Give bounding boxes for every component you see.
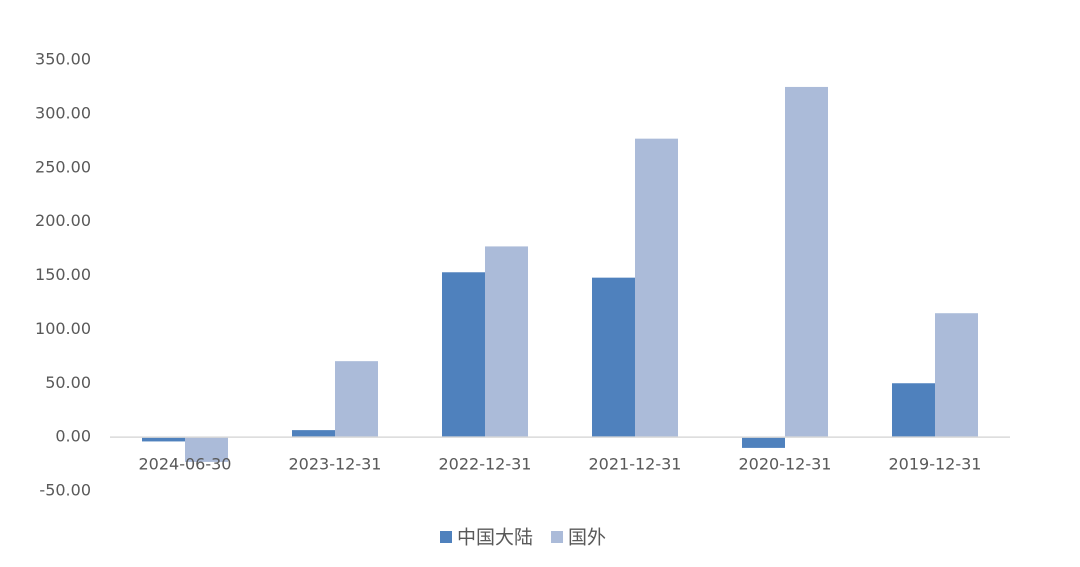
bar <box>742 437 785 448</box>
bar <box>142 437 185 442</box>
legend: 中国大陆 国外 <box>440 527 606 549</box>
y-tick-label: 100.00 <box>35 319 91 338</box>
y-tick-label: 300.00 <box>35 103 91 122</box>
bar <box>442 272 485 438</box>
bar <box>892 383 935 438</box>
bar <box>292 430 335 438</box>
x-tick-label: 2021-12-31 <box>589 455 682 474</box>
bar <box>785 86 828 438</box>
bar <box>592 277 635 438</box>
bar <box>335 361 378 438</box>
legend-swatch <box>551 531 564 543</box>
y-tick-label: 150.00 <box>35 265 91 284</box>
bar <box>485 246 528 438</box>
y-tick-label: 0.00 <box>55 427 91 446</box>
x-tick-label: 2019-12-31 <box>889 455 982 474</box>
legend-label: 国外 <box>568 527 606 549</box>
y-tick-label: 350.00 <box>35 50 91 69</box>
legend-swatch <box>440 531 452 543</box>
x-tick-label: 2024-06-30 <box>139 455 232 474</box>
bar <box>935 313 978 438</box>
legend-label: 中国大陆 <box>457 527 533 549</box>
x-tick-label: 2023-12-31 <box>289 455 382 474</box>
bar <box>185 437 228 462</box>
y-tick-label: 200.00 <box>35 211 91 230</box>
bar <box>635 138 678 438</box>
y-tick-label: 250.00 <box>35 157 91 176</box>
x-tick-label: 2022-12-31 <box>439 455 532 474</box>
y-tick-label: -50.00 <box>39 481 91 500</box>
x-tick-label: 2020-12-31 <box>739 455 832 474</box>
y-tick-label: 50.00 <box>45 373 91 392</box>
